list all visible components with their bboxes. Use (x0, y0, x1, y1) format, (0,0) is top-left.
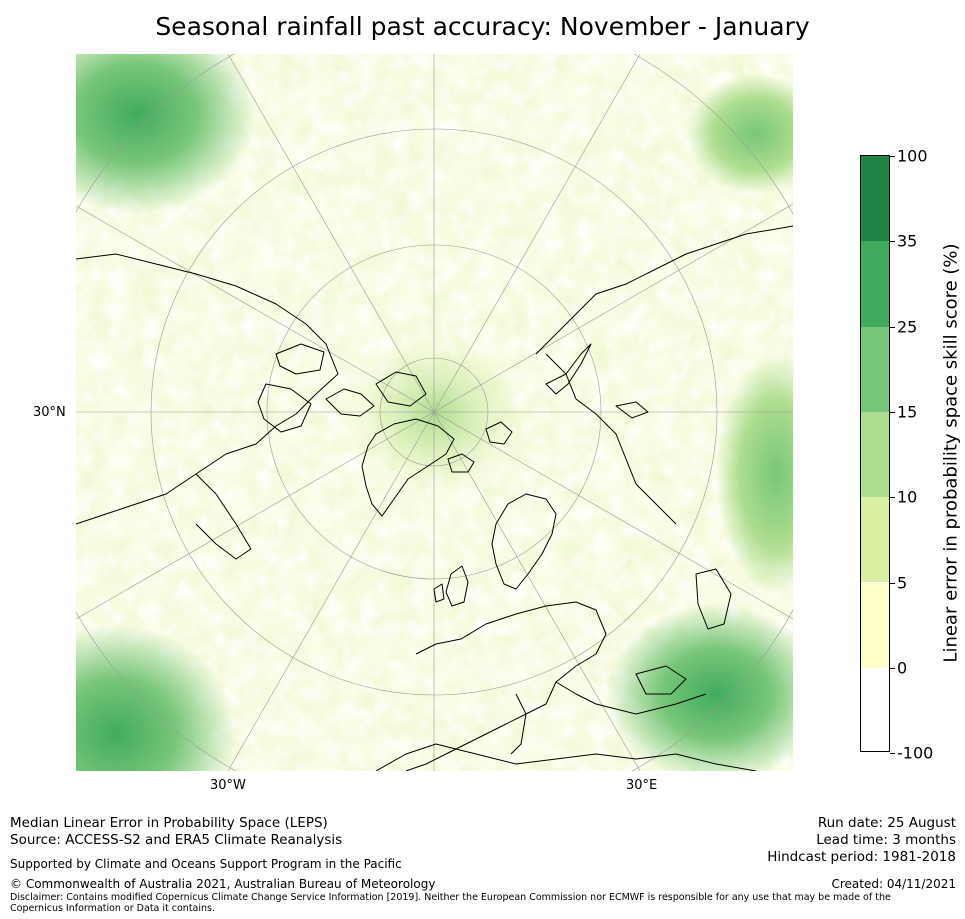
colorbar-tick-label: 35 (897, 231, 918, 251)
colorbar-tick (890, 753, 895, 755)
footer-disclaimer: Disclaimer: Contains modified Copernicus… (10, 892, 891, 914)
colorbar-tick (890, 497, 895, 499)
footer-run-date: Run date: 25 August (817, 815, 956, 831)
footer-hindcast: Hindcast period: 1981-2018 (767, 849, 956, 865)
colorbar-tick-label: 0 (897, 658, 908, 678)
colorbar-tick (890, 582, 895, 584)
map-title: Seasonal rainfall past accuracy: Novembe… (155, 12, 810, 41)
colorbar-tick (890, 156, 895, 157)
coastlines (76, 225, 793, 771)
footer-created: Created: 04/11/2021 (831, 877, 956, 891)
high-skill-region-se (606, 604, 793, 771)
high-skill-region-sw (76, 624, 236, 771)
coastline-iceland (447, 453, 475, 473)
footer-method: Median Linear Error in Probability Space… (10, 815, 328, 831)
colorbar-tick-label: 100 (897, 146, 928, 166)
footer-right: Run date: 25 August Lead time: 3 months … (767, 815, 956, 866)
colorbar-tick (890, 411, 895, 413)
skill-region-pole (346, 334, 526, 494)
colorbar-segment (861, 667, 889, 751)
map-canvas (76, 54, 793, 771)
colorbar-title: Linear error in probability space skill … (940, 243, 962, 663)
polar-skill-map[interactable] (76, 54, 793, 771)
colorbar-segment (861, 582, 889, 668)
footer-copyright: © Commonwealth of Australia 2021, Austra… (10, 877, 436, 891)
colorbar-tick (890, 326, 895, 328)
colorbar-tick-label: 25 (897, 317, 918, 337)
colorbar-segment (861, 497, 889, 583)
footer-support: Supported by Climate and Oceans Support … (10, 857, 402, 871)
lon-label-30e: 30°E (626, 778, 658, 793)
colorbar (860, 155, 890, 752)
footer-lead-time: Lead time: 3 months (816, 832, 956, 848)
coastline-north-america (76, 253, 339, 525)
colorbar-tick-label: 10 (897, 487, 918, 507)
colorbar-tick (890, 241, 895, 243)
lat-label-30n: 30°N (33, 405, 66, 420)
colorbar-segment (861, 241, 889, 327)
coastline-scandinavia (491, 493, 557, 590)
footer-source: Source: ACCESS-S2 and ERA5 Climate Reana… (10, 832, 343, 848)
high-skill-region-e (716, 354, 793, 594)
colorbar-tick-label: 5 (897, 573, 908, 592)
colorbar-segment (861, 411, 889, 498)
colorbar-segment (861, 326, 889, 412)
colorbar-tick-label: -100 (897, 743, 934, 763)
footer-left: Median Linear Error in Probability Space… (10, 815, 342, 849)
high-skill-region-nw (76, 54, 256, 214)
lon-label-30w: 30°W (210, 778, 246, 793)
colorbar-tick-label: 15 (897, 402, 918, 422)
colorbar-tick (890, 667, 895, 669)
coastline-europe (405, 601, 607, 771)
coastline-russia (535, 225, 793, 355)
colorbar-segment (861, 156, 889, 242)
skill-region-ne (686, 74, 793, 194)
coastline-greenland (361, 418, 455, 517)
